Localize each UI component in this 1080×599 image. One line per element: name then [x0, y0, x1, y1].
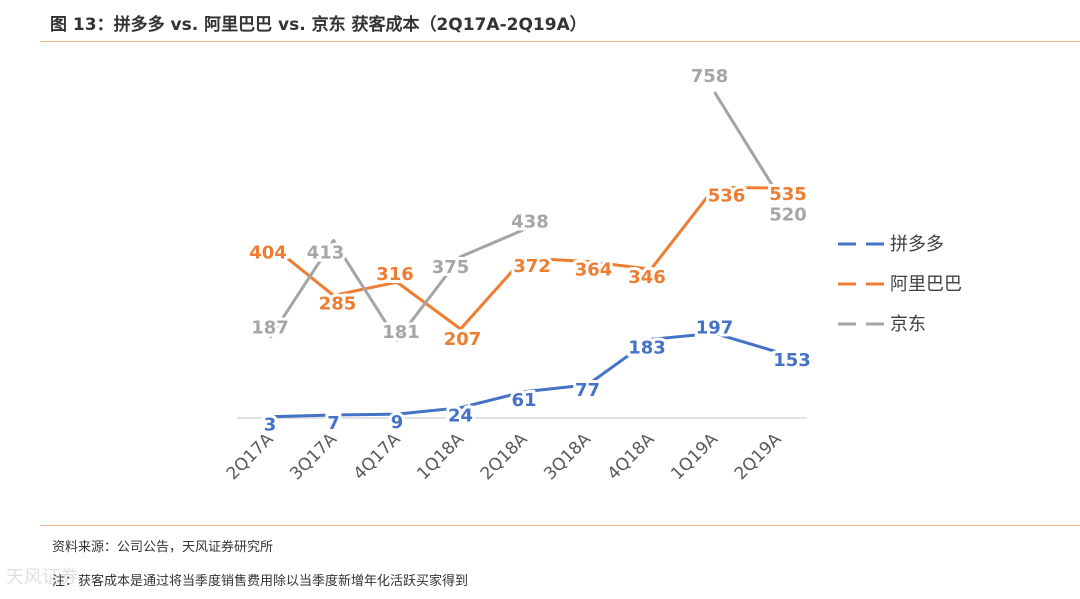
legend-item-jd: 京东	[838, 314, 926, 335]
legend-label: 拼多多	[890, 234, 944, 255]
data-label-alibaba: 285	[319, 293, 357, 314]
data-label-alibaba: 346	[628, 267, 666, 288]
data-labels: 3 7 9 24 61 77 183 197 153 404 285 316 207 372 364 346 5…	[246, 63, 814, 439]
data-label-jd: 375	[432, 257, 470, 278]
data-label-jd: 181	[382, 322, 420, 343]
data-label-pdd: 24	[448, 406, 473, 427]
x-tick-label: 3Q17A	[286, 429, 341, 484]
line-chart: 3 7 9 24 61 77 183 197 153 404 285 316 207 372 364 346 5…	[222, 63, 962, 485]
legend-item-alibaba: 阿里巴巴	[838, 274, 962, 295]
footer-divider	[40, 525, 1080, 526]
x-tick-label: 4Q18A	[604, 429, 659, 484]
x-axis-ticks: 2Q17A 3Q17A 4Q17A 1Q18A 2Q18A 3Q18A 4Q18A 1Q19A…	[223, 429, 786, 484]
legend-label: 京东	[890, 314, 926, 335]
data-label-alibaba: 207	[444, 329, 482, 350]
data-label-alibaba: 404	[249, 242, 287, 263]
data-label-alibaba: 372	[513, 256, 551, 277]
data-label-pdd: 77	[575, 380, 600, 401]
data-label-jd: 438	[511, 212, 549, 233]
title-divider	[40, 41, 1080, 42]
legend-item-pdd: 拼多多	[838, 234, 944, 255]
x-tick-label: 4Q17A	[350, 429, 405, 484]
series-line-pdd	[269, 331, 779, 419]
x-tick-label: 1Q19A	[667, 429, 722, 484]
data-label-jd: 520	[769, 204, 807, 225]
x-tick-label: 2Q18A	[477, 429, 532, 484]
x-tick-label: 1Q18A	[413, 429, 468, 484]
data-label-jd: 413	[307, 242, 345, 263]
data-label-pdd: 7	[327, 413, 340, 434]
x-tick-label: 2Q19A	[731, 429, 786, 484]
data-label-pdd: 183	[628, 337, 666, 358]
legend-label: 阿里巴巴	[890, 274, 962, 295]
x-tick-label: 2Q17A	[223, 429, 278, 484]
data-label-alibaba: 316	[376, 264, 414, 285]
data-label-pdd: 197	[696, 317, 734, 338]
x-tick-label: 3Q18A	[540, 429, 595, 484]
data-label-pdd: 153	[773, 350, 811, 371]
chart-title: 图 13：拼多多 vs. 阿里巴巴 vs. 京东 获客成本（2Q17A-2Q19…	[50, 15, 587, 35]
series-line-jd-0	[268, 228, 525, 342]
data-label-jd: 758	[691, 66, 729, 87]
series-line-jd-1	[713, 91, 780, 196]
note-text: 注：获客成本是通过将当季度销售费用除以当季度新增年化活跃买家得到	[52, 574, 469, 589]
data-label-pdd: 3	[264, 415, 277, 436]
data-label-pdd: 9	[391, 412, 404, 433]
series-line-alibaba	[269, 186, 779, 331]
watermark-logo: 天风证券	[6, 567, 78, 588]
series-layer	[268, 91, 780, 419]
data-label-alibaba: 535	[769, 184, 807, 205]
source-text: 资料来源：公司公告，天风证券研究所	[52, 540, 274, 555]
data-label-alibaba: 364	[575, 259, 613, 280]
data-label-alibaba: 536	[708, 186, 746, 207]
data-label-jd: 187	[251, 318, 289, 339]
data-label-pdd: 61	[511, 390, 536, 411]
